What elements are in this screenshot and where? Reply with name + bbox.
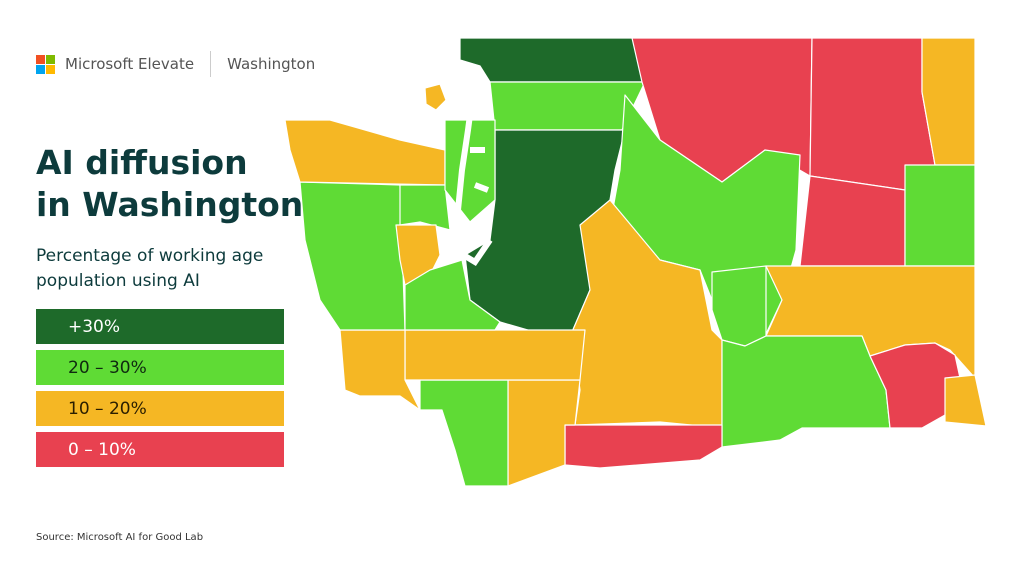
county — [424, 83, 447, 111]
county — [284, 119, 446, 186]
legend-item-20-30: 20 – 30% — [36, 350, 284, 385]
region-name: Washington — [227, 55, 316, 73]
county — [721, 335, 891, 448]
legend-label: 20 – 30% — [68, 357, 147, 378]
title-line-2: in Washington — [36, 185, 304, 224]
county — [459, 37, 646, 83]
legend-item-10-20: 10 – 20% — [36, 391, 284, 426]
brand-header: Microsoft Elevate Washington — [36, 51, 315, 77]
county — [299, 181, 406, 331]
county — [339, 329, 421, 411]
legend: +30% 20 – 30% 10 – 20% 0 – 10% — [36, 309, 284, 473]
legend-label: 0 – 10% — [68, 439, 136, 460]
legend-item-0-10: 0 – 10% — [36, 432, 284, 467]
county — [904, 164, 976, 267]
county — [404, 329, 586, 381]
legend-label: +30% — [68, 316, 121, 337]
puget-sound-water — [445, 69, 493, 267]
legend-item-30-plus: +30% — [36, 309, 284, 344]
county — [944, 374, 987, 427]
subtitle: Percentage of working age population usi… — [36, 246, 264, 291]
county — [711, 265, 767, 347]
microsoft-logo-icon — [36, 54, 55, 74]
divider — [210, 51, 212, 77]
county — [404, 259, 501, 331]
page-title: AI diffusion in Washington — [36, 142, 303, 226]
legend-label: 10 – 20% — [68, 398, 147, 419]
title-line-1: AI diffusion — [36, 143, 248, 182]
county — [799, 175, 906, 267]
county — [489, 81, 646, 131]
county — [399, 184, 451, 231]
source-note: Source: Microsoft AI for Good Lab — [36, 532, 204, 543]
county — [419, 379, 509, 487]
brand-name: Microsoft Elevate — [65, 55, 195, 73]
county — [564, 424, 723, 469]
